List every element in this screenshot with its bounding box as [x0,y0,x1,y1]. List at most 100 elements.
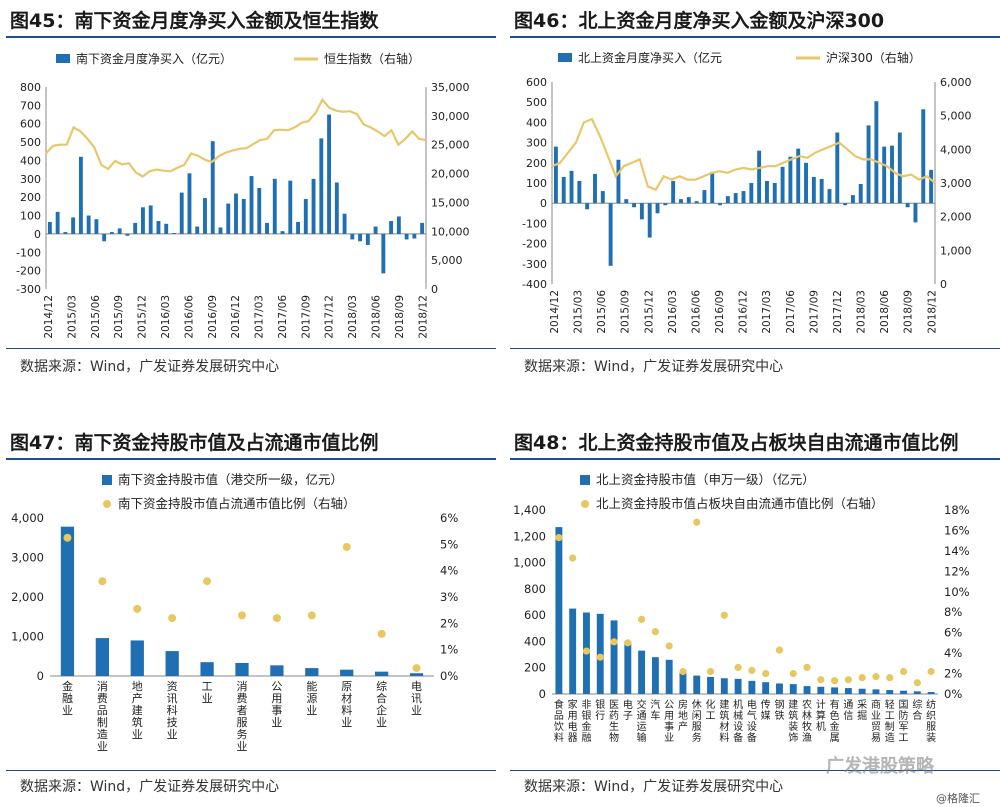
bar [734,678,742,694]
ratio-point [789,669,797,678]
chart-title: 图45：南下资金月度净买入金额及恒生指数 [10,10,379,32]
x-category-label: 消费者服务业 [237,679,248,753]
ratio-point [886,674,894,682]
bar [835,132,840,204]
ratio-point [238,611,246,620]
source-note: 数据来源：Wind，广发证券发展研究中心 [20,359,280,375]
x-tick-label: 2016/09 [207,295,219,339]
ratio-point [748,666,756,675]
chart-title: 图47：南下资金持股市值及占流通市值比例 [10,432,379,454]
y-tick-label: -300 [522,258,547,271]
y-tick-label: -300 [16,283,41,296]
bar [109,232,114,234]
y-tick-label: 600 [524,608,546,622]
bar [710,171,715,204]
bar [280,231,285,234]
bar [913,691,921,694]
x-tick-label: 2017/03 [254,295,266,339]
y-tick-label: 0 [37,669,44,683]
y-tick-label: 500 [526,96,547,109]
bar [311,178,316,234]
ratio-point [624,639,632,647]
y2-tick-label: 30,000 [431,110,470,123]
bar [296,221,300,234]
y-tick-label: 300 [20,173,41,186]
x-category-label: 传媒 [761,699,771,722]
ratio-point [858,674,866,682]
panel-fig45: 图45：南下资金月度净买入金额及恒生指数 -300 -200 -100 0 100 200… [6,4,496,404]
y2-tick-label: 5,000 [940,110,972,123]
x-tick-label: 2018/03 [856,290,868,334]
ratio-point [899,667,908,676]
x-tick-label: 2016/03 [667,290,679,334]
series-line [45,97,427,178]
y2-tick-label: 35,000 [431,81,470,94]
bar [616,159,621,204]
y-tick-label: -200 [522,238,547,251]
source-rule [6,348,496,349]
ratio-point [555,534,563,542]
y2-tick-label: 1% [440,643,458,657]
ratio-point [272,614,281,623]
bar [319,138,324,234]
bar [707,676,714,694]
ratio-point [913,679,921,687]
ratio-point [377,629,386,638]
bar [553,146,558,204]
title-rule [510,458,1000,460]
x-category-label: 农林牧渔 [802,698,812,744]
y-tick-label: 400 [20,154,41,167]
legend-swatch-dot [103,500,111,508]
ratio-point [831,677,839,685]
legend-label: 南下资金月度净买入（亿元） [76,51,232,66]
y-tick-label: -200 [16,265,41,278]
bar [288,180,293,234]
x-category-label: 电子 [623,698,633,722]
bar [396,216,401,234]
watermark-brand: 广发港股策略 [826,756,934,777]
bar [561,176,566,204]
ratio-point [762,669,770,678]
y2-tick-label: 6% [944,626,962,640]
bar [897,132,902,204]
x-tick-label: 2018/03 [347,295,359,339]
bar [141,207,145,234]
bar [102,233,107,242]
source-note: 数据来源：Wind，广发证券发展研究中心 [524,779,784,795]
ratio-point [803,663,811,672]
chart-title: 图46：北上资金月度净买入金额及沪深300 [514,10,885,32]
bar [757,150,762,204]
bar [624,199,629,204]
y2-tick-label: 10,000 [431,225,470,238]
bar [827,189,832,204]
bar [71,217,76,234]
bar [803,686,811,694]
x-category-label: 计算机 [816,698,826,733]
bar [133,222,138,234]
source-note: 数据来源：Wind，广发证券发展研究中心 [20,779,280,795]
bar [172,232,176,234]
bar [148,205,153,234]
bar [776,683,783,694]
bar [412,233,417,239]
bar [872,689,880,694]
y2-tick-label: 1,000 [940,244,972,257]
bar [850,195,855,204]
bar [340,669,354,676]
x-category-label: 房地产 [678,698,688,733]
bar [164,223,169,234]
y2-tick-label: 15,000 [431,196,470,209]
bar [686,197,691,204]
x-category-label: 交通运输 [637,698,647,744]
chart-fig47: 0 1,000 2,000 3,000 4,000 0% 1% 2% 3% 4% 5% 6% 金融业 消费… [11,472,458,753]
title-rule [6,458,496,460]
legend-label: 北上资金持股市值占板块自由流通市值比例（右轴） [596,496,884,511]
bar [187,173,192,234]
bar [665,659,673,694]
bar [804,162,808,204]
x-tick-label: 2018/09 [394,295,406,339]
bar [272,178,277,234]
bar [179,192,184,234]
y-tick-label: 400 [526,116,547,129]
x-category-label: 商业贸易 [871,698,881,744]
